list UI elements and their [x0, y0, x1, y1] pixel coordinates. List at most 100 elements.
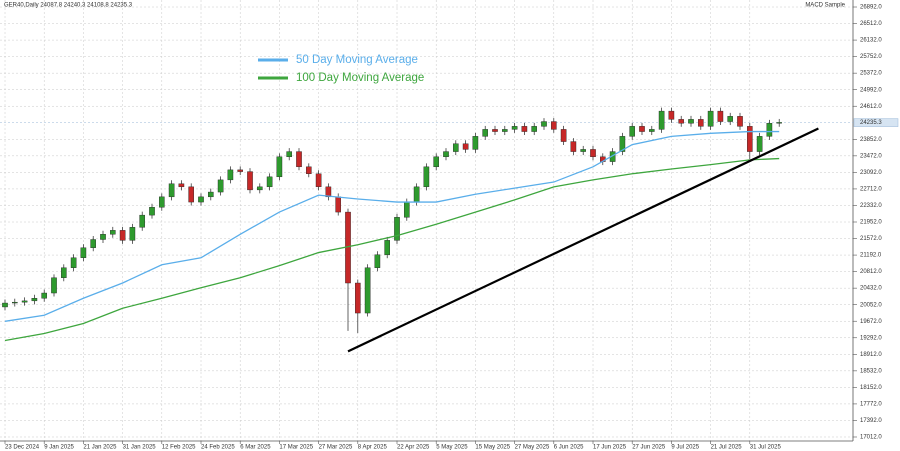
- candle-body: [286, 151, 293, 158]
- candle-body: [227, 169, 234, 181]
- candle-body: [266, 176, 273, 188]
- candle-body: [531, 126, 537, 132]
- y-tick-label: 17012.0: [860, 435, 882, 441]
- y-tick-label: 17392.0: [860, 418, 882, 424]
- candle-body: [649, 129, 655, 132]
- candle-body: [570, 141, 577, 152]
- candle-body: [688, 119, 694, 124]
- x-tick-label: 24 Feb 2025: [201, 445, 235, 451]
- candle-body: [521, 126, 528, 132]
- x-tick-label: 9 Jan 2025: [44, 445, 74, 451]
- legend-label: 50 Day Moving Average: [296, 54, 418, 66]
- candle-body: [737, 116, 743, 127]
- candle-body: [707, 110, 714, 127]
- candle-body: [158, 196, 165, 208]
- candle-body: [443, 151, 449, 158]
- candle-body: [51, 277, 57, 294]
- x-tick-label: 27 Jun 2025: [632, 445, 666, 451]
- y-tick-label: 18532.0: [860, 368, 882, 374]
- candle-body: [502, 129, 508, 132]
- x-tick-label: 17 Mar 2025: [279, 445, 313, 451]
- x-tick-label: 22 Apr 2025: [397, 445, 430, 451]
- candle-body: [541, 121, 547, 127]
- y-tick-label: 26132.0: [860, 38, 882, 44]
- x-tick-label: 23 Dec 2024: [5, 445, 40, 451]
- y-tick-label: 24992.0: [860, 87, 882, 93]
- y-tick-label: 20432.0: [860, 286, 882, 292]
- candle-body: [149, 207, 155, 216]
- candle-body: [306, 166, 312, 174]
- candle-body: [325, 186, 332, 198]
- candle-body: [11, 301, 18, 304]
- candle-body: [198, 196, 204, 203]
- price-label-box: [853, 118, 899, 127]
- y-tick-label: 21952.0: [860, 220, 882, 226]
- candle-body: [404, 201, 410, 218]
- candle-body: [384, 240, 391, 255]
- x-tick-label: 5 May 2025: [436, 445, 468, 451]
- y-tick-label: 18152.0: [860, 385, 882, 391]
- candle-body: [590, 149, 596, 158]
- x-tick-label: 17 Jun 2025: [593, 445, 627, 451]
- candle-body: [394, 217, 400, 241]
- candle-body: [90, 239, 96, 248]
- candle-body: [100, 234, 106, 240]
- candle-body: [296, 151, 302, 168]
- y-tick-label: 19672.0: [860, 319, 882, 325]
- y-tick-label: 26512.0: [860, 21, 882, 27]
- trendline: [347, 127, 819, 353]
- x-tick-label: 27 Mar 2025: [319, 445, 353, 451]
- y-tick-label: 18912.0: [860, 352, 882, 358]
- x-tick-label: 31 Jan 2025: [123, 445, 157, 451]
- y-tick-label: 23092.0: [860, 170, 882, 176]
- candle-body: [698, 119, 704, 127]
- candle-body: [747, 126, 753, 152]
- y-tick-label: 20052.0: [860, 302, 882, 308]
- x-tick-label: 31 Jul 2025: [750, 445, 782, 451]
- x-tick-label: 6 Jun 2025: [554, 445, 584, 451]
- y-tick-label: 21572.0: [860, 236, 882, 242]
- candle-body: [776, 122, 782, 124]
- y-tick-label: 21192.0: [860, 253, 882, 259]
- candle-body: [217, 179, 224, 193]
- y-tick-label: 23852.0: [860, 137, 882, 143]
- y-tick-label: 23472.0: [860, 153, 882, 159]
- candle-body: [482, 129, 489, 137]
- candle-body: [21, 300, 28, 303]
- candle-body: [511, 126, 518, 130]
- y-tick-label: 22332.0: [860, 203, 882, 209]
- x-tick-label: 21 Jan 2025: [83, 445, 117, 451]
- grid: [0, 0, 853, 441]
- candle-body: [717, 110, 724, 122]
- candle-body: [315, 173, 322, 188]
- candle-body: [355, 282, 361, 314]
- candle-body: [472, 136, 479, 150]
- y-tick-label: 25372.0: [860, 71, 882, 77]
- candle-body: [433, 156, 440, 168]
- candle-body: [257, 186, 263, 191]
- candle-body: [41, 292, 47, 299]
- candle-body: [188, 186, 195, 203]
- candle-body: [2, 302, 8, 308]
- candle-body: [109, 230, 116, 235]
- candle-body: [727, 116, 733, 122]
- candle-body: [551, 121, 557, 130]
- candle-body: [619, 136, 626, 152]
- x-tick-label: 12 Feb 2025: [162, 445, 196, 451]
- candle-body: [413, 186, 420, 203]
- x-tick-label: 9 Jul 2025: [671, 445, 699, 451]
- candle-body: [80, 247, 87, 258]
- candle-body: [276, 156, 283, 178]
- expert-name: MACD Sample: [805, 3, 845, 9]
- candle-body: [61, 267, 67, 278]
- header: GER40,Daily 24087.8 24240.3 24108.8 2423…: [4, 3, 133, 9]
- x-tick-label: 27 May 2025: [515, 445, 550, 451]
- candle-body: [756, 136, 763, 152]
- legend-label: 100 Day Moving Average: [296, 72, 424, 84]
- candle-body: [668, 110, 675, 120]
- y-tick-label: 19292.0: [860, 335, 882, 341]
- candle-body: [423, 166, 430, 188]
- candle-body: [119, 230, 126, 241]
- x-tick-label: 15 May 2025: [475, 445, 510, 451]
